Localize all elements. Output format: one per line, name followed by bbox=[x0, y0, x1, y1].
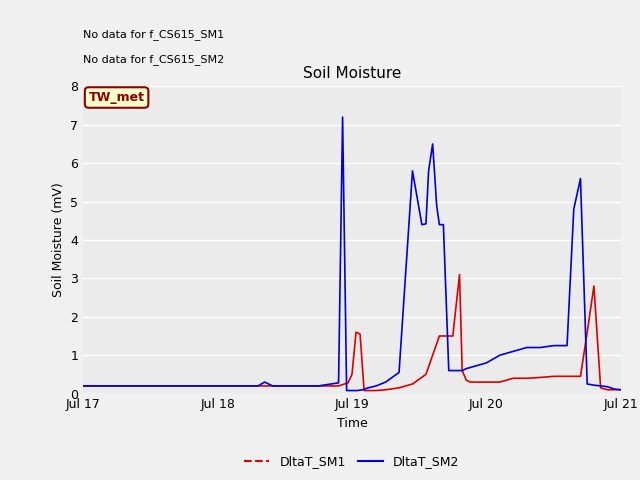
X-axis label: Time: Time bbox=[337, 417, 367, 430]
Title: Soil Moisture: Soil Moisture bbox=[303, 66, 401, 81]
Text: TW_met: TW_met bbox=[88, 91, 145, 104]
Text: No data for f_CS615_SM1: No data for f_CS615_SM1 bbox=[83, 29, 225, 40]
Text: No data for f_CS615_SM2: No data for f_CS615_SM2 bbox=[83, 54, 225, 65]
Legend: DltaT_SM1, DltaT_SM2: DltaT_SM1, DltaT_SM2 bbox=[239, 450, 465, 473]
Y-axis label: Soil Moisture (mV): Soil Moisture (mV) bbox=[52, 182, 65, 298]
